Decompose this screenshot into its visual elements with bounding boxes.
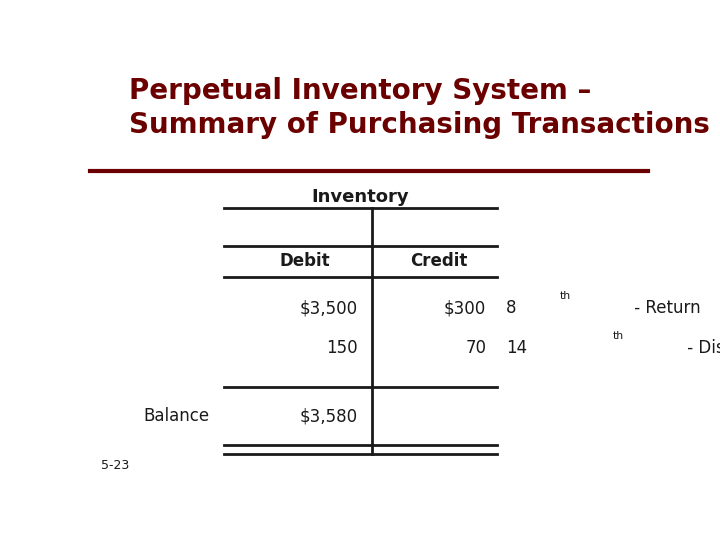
Text: 14: 14 [505,339,527,356]
Text: Inventory: Inventory [312,188,410,206]
Text: Balance: Balance [144,407,210,425]
Text: 150: 150 [326,339,358,356]
Text: 8: 8 [505,299,516,317]
Text: 70: 70 [465,339,486,356]
Text: Credit: Credit [410,252,467,270]
Text: Perpetual Inventory System –
Summary of Purchasing Transactions: Perpetual Inventory System – Summary of … [129,77,710,139]
Text: th: th [613,331,624,341]
Text: - Discount: - Discount [683,339,720,356]
Text: 5-23: 5-23 [101,460,130,472]
Text: $3,500: $3,500 [300,299,358,317]
Text: Debit: Debit [279,252,330,270]
Text: $3,580: $3,580 [300,407,358,425]
Text: - Return: - Return [629,299,701,317]
Text: th: th [559,292,570,301]
Text: $300: $300 [444,299,486,317]
